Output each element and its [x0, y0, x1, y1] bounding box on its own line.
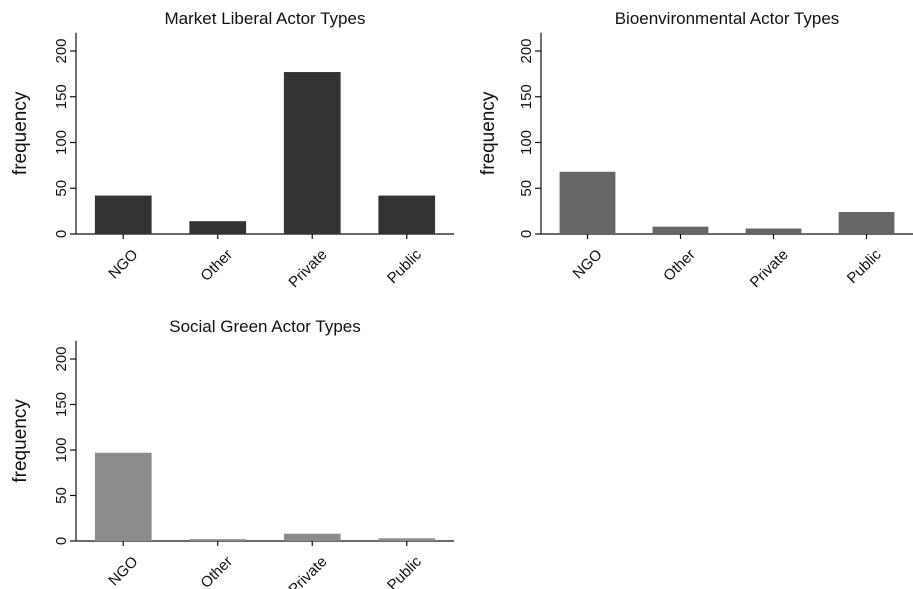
y-tick-label: 0	[53, 230, 70, 238]
x-tick-label: Public	[384, 553, 425, 589]
bar	[283, 72, 341, 234]
bar	[378, 195, 436, 234]
bar	[652, 226, 709, 234]
y-axis-label: frequency	[10, 399, 31, 483]
bar	[283, 533, 341, 541]
x-tick-label: Private	[285, 553, 330, 589]
x-tick-label: Public	[844, 246, 885, 287]
y-tick-label: 0	[518, 230, 535, 238]
y-tick-label: 50	[53, 180, 70, 197]
chart-bioenvironmental: Bioenvironmental Actor Types frequency 0…	[478, 9, 913, 291]
y-tick-label: 200	[53, 346, 70, 371]
bar	[745, 228, 802, 234]
y-tick-label: 50	[518, 180, 535, 197]
y-tick-label: 200	[518, 38, 535, 63]
chart-title: Bioenvironmental Actor Types	[615, 9, 840, 28]
y-tick-label: 100	[53, 130, 70, 155]
x-tick-label: Other	[197, 246, 236, 285]
y-tick-label: 150	[53, 84, 70, 109]
x-tick-label: NGO	[570, 246, 606, 282]
x-tick-label: Other	[660, 246, 699, 285]
bar	[189, 539, 247, 541]
bar	[838, 212, 895, 234]
x-tick-label: Public	[384, 246, 425, 287]
x-tick-label: NGO	[105, 246, 141, 282]
y-tick-label: 100	[518, 130, 535, 155]
y-tick-label: 50	[53, 487, 70, 504]
y-axis-label: frequency	[10, 91, 31, 175]
y-tick-label: 150	[518, 84, 535, 109]
bar	[94, 195, 152, 234]
chart-title: Market Liberal Actor Types	[165, 9, 366, 28]
bar	[189, 221, 247, 234]
chart-title: Social Green Actor Types	[169, 317, 361, 336]
y-tick-label: 150	[53, 392, 70, 417]
y-axis-label: frequency	[478, 91, 499, 175]
bar	[559, 171, 616, 234]
bar	[94, 452, 152, 541]
x-tick-label: Private	[747, 246, 792, 291]
x-tick-label: Private	[285, 246, 330, 291]
bar	[378, 538, 436, 541]
y-tick-label: 0	[53, 537, 70, 545]
chart-market-liberal: Market Liberal Actor Types frequency 0 50…	[10, 9, 454, 291]
y-tick-label: 200	[53, 38, 70, 63]
x-tick-label: NGO	[105, 553, 141, 589]
x-tick-label: Other	[197, 553, 236, 589]
y-tick-label: 100	[53, 437, 70, 462]
chart-social-green: Social Green Actor Types frequency 0 50 10…	[10, 317, 454, 589]
